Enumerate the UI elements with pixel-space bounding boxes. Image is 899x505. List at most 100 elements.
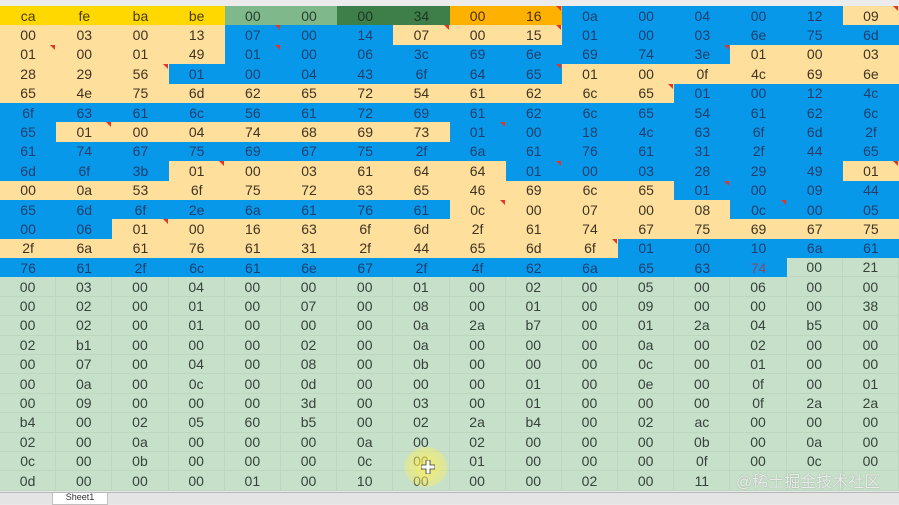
cell-r8-c13[interactable]: 29 — [730, 161, 787, 181]
cell-r13-c12[interactable]: 63 — [674, 258, 731, 278]
cell-r7-c6[interactable]: 75 — [337, 141, 394, 162]
cell-r24-c0[interactable]: 0d — [0, 471, 57, 491]
cell-r3-c12[interactable]: 0f — [674, 64, 731, 84]
cell-r10-c1[interactable]: 6d — [56, 199, 113, 220]
cell-r15-c3[interactable]: 01 — [168, 296, 225, 317]
cell-r1-c8[interactable]: 00 — [449, 25, 506, 45]
cell-r23-c2[interactable]: 0b — [112, 451, 169, 472]
cell-r12-c13[interactable]: 10 — [730, 238, 787, 259]
cell-r12-c14[interactable]: 6a — [786, 238, 843, 259]
cell-r11-c10[interactable]: 74 — [561, 219, 619, 239]
cell-r7-c15[interactable]: 65 — [842, 141, 899, 162]
cell-r19-c8[interactable]: 00 — [449, 374, 506, 394]
cell-r18-c13[interactable]: 01 — [730, 355, 787, 375]
cell-r11-c1[interactable]: 06 — [56, 219, 113, 239]
cell-r0-c3[interactable]: be — [168, 6, 225, 26]
cell-r8-c4[interactable]: 00 — [224, 161, 281, 181]
cell-r15-c6[interactable]: 00 — [337, 296, 394, 317]
cell-r18-c6[interactable]: 00 — [337, 355, 394, 375]
cell-r10-c2[interactable]: 6f — [112, 199, 169, 220]
cell-r17-c4[interactable]: 00 — [224, 335, 281, 356]
cell-r20-c2[interactable]: 00 — [112, 393, 169, 414]
cell-r16-c7[interactable]: 0a — [393, 316, 450, 336]
cell-r23-c12[interactable]: 0f — [674, 451, 731, 472]
cell-r7-c7[interactable]: 2f — [393, 141, 450, 162]
cell-r16-c0[interactable]: 00 — [0, 316, 57, 336]
cell-r11-c12[interactable]: 75 — [674, 219, 731, 239]
cell-r5-c9[interactable]: 62 — [505, 102, 562, 123]
cell-r16-c4[interactable]: 00 — [224, 316, 281, 336]
cell-r20-c3[interactable]: 00 — [168, 393, 225, 414]
cell-r24-c11[interactable]: 00 — [618, 471, 675, 491]
cell-r21-c0[interactable]: b4 — [0, 413, 57, 433]
cell-r0-c9[interactable]: 16 — [505, 6, 562, 26]
cell-r7-c9[interactable]: 61 — [505, 141, 562, 162]
cell-r9-c4[interactable]: 75 — [224, 180, 281, 200]
cell-r0-c13[interactable]: 00 — [730, 6, 787, 26]
cell-r0-c11[interactable]: 00 — [618, 6, 675, 26]
cell-r5-c7[interactable]: 69 — [393, 102, 450, 123]
cell-r24-c4[interactable]: 01 — [224, 471, 281, 491]
cell-r14-c2[interactable]: 00 — [112, 277, 169, 297]
cell-r21-c7[interactable]: 02 — [393, 413, 450, 433]
cell-r4-c14[interactable]: 12 — [786, 83, 843, 103]
cell-r12-c12[interactable]: 00 — [674, 238, 731, 259]
cell-r13-c1[interactable]: 61 — [56, 258, 113, 278]
cell-r2-c1[interactable]: 00 — [56, 44, 113, 65]
cell-r7-c3[interactable]: 75 — [168, 141, 225, 162]
cell-r20-c1[interactable]: 09 — [56, 393, 113, 414]
cell-r11-c5[interactable]: 63 — [280, 219, 338, 239]
cell-r12-c5[interactable]: 31 — [280, 238, 338, 259]
cell-r9-c3[interactable]: 6f — [168, 180, 225, 200]
cell-r11-c2[interactable]: 01 — [112, 219, 169, 239]
cell-r13-c15[interactable]: 21 — [842, 258, 899, 278]
cell-r23-c9[interactable]: 00 — [505, 451, 562, 472]
cell-r14-c4[interactable]: 00 — [224, 277, 281, 297]
cell-r17-c8[interactable]: 00 — [449, 335, 506, 356]
cell-r11-c4[interactable]: 16 — [224, 219, 281, 239]
cell-r20-c14[interactable]: 2a — [786, 393, 843, 414]
cell-r16-c5[interactable]: 00 — [280, 316, 338, 336]
cell-r9-c14[interactable]: 09 — [786, 180, 843, 200]
cell-r13-c11[interactable]: 65 — [618, 258, 675, 278]
cell-r21-c6[interactable]: 00 — [337, 413, 394, 433]
cell-r17-c15[interactable]: 00 — [842, 335, 899, 356]
cell-r4-c3[interactable]: 6d — [168, 83, 225, 103]
cell-r3-c10[interactable]: 01 — [561, 64, 619, 84]
cell-r15-c15[interactable]: 38 — [842, 296, 899, 317]
cell-r9-c8[interactable]: 46 — [449, 180, 506, 200]
cell-r1-c9[interactable]: 15 — [505, 25, 562, 45]
cell-r19-c14[interactable]: 00 — [786, 374, 843, 394]
cell-r6-c2[interactable]: 00 — [112, 122, 169, 142]
cell-r14-c3[interactable]: 04 — [168, 277, 225, 297]
cell-r18-c12[interactable]: 00 — [674, 355, 731, 375]
cell-r7-c11[interactable]: 61 — [618, 141, 675, 162]
cell-r19-c0[interactable]: 00 — [0, 374, 57, 394]
cell-r3-c9[interactable]: 65 — [505, 64, 562, 84]
cell-r24-c2[interactable]: 00 — [112, 471, 169, 491]
cell-r21-c15[interactable]: 00 — [842, 413, 899, 433]
cell-r24-c1[interactable]: 00 — [56, 471, 113, 491]
cell-r23-c14[interactable]: 0c — [786, 451, 843, 472]
cell-r20-c5[interactable]: 3d — [280, 393, 338, 414]
cell-r5-c2[interactable]: 61 — [112, 102, 169, 123]
cell-r21-c8[interactable]: 2a — [449, 413, 506, 433]
cell-r10-c10[interactable]: 07 — [561, 199, 619, 220]
cell-r24-c5[interactable]: 00 — [280, 471, 338, 491]
cell-r19-c13[interactable]: 0f — [730, 374, 787, 394]
cell-r4-c6[interactable]: 72 — [337, 83, 394, 103]
cell-r10-c4[interactable]: 6a — [224, 199, 281, 220]
cell-r21-c11[interactable]: 02 — [618, 413, 675, 433]
cell-r15-c10[interactable]: 00 — [561, 296, 619, 317]
cell-r14-c6[interactable]: 00 — [337, 277, 394, 297]
cell-r12-c6[interactable]: 2f — [337, 238, 394, 259]
cell-r14-c13[interactable]: 06 — [730, 277, 787, 297]
cell-r1-c11[interactable]: 00 — [618, 25, 675, 45]
cell-r19-c2[interactable]: 00 — [112, 374, 169, 394]
cell-r1-c7[interactable]: 07 — [393, 25, 450, 45]
cell-r8-c6[interactable]: 61 — [337, 161, 394, 181]
cell-r12-c4[interactable]: 61 — [224, 238, 281, 259]
cell-r21-c3[interactable]: 05 — [168, 413, 225, 433]
cell-r18-c7[interactable]: 0b — [393, 355, 450, 375]
cell-r14-c14[interactable]: 00 — [786, 277, 843, 297]
